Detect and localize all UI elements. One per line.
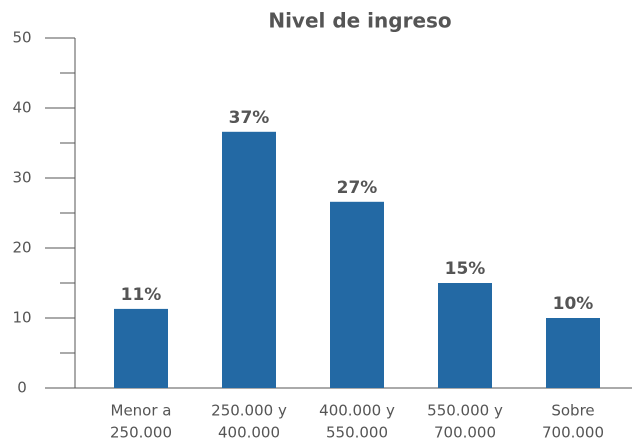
y-tick-label: 40 <box>12 99 31 117</box>
bar <box>438 283 492 388</box>
x-tick-label: 550.000 y <box>427 402 503 420</box>
bar <box>330 201 384 388</box>
y-tick-label: 50 <box>12 29 31 47</box>
x-tick-label: 250.000 <box>110 424 172 442</box>
bar <box>222 131 276 389</box>
y-tick-label: 30 <box>12 169 31 187</box>
y-tick-label: 20 <box>12 239 31 257</box>
bar <box>546 318 600 388</box>
x-tick-label: 400.000 y <box>319 402 395 420</box>
bar <box>114 308 168 388</box>
y-tick-label: 10 <box>12 309 31 327</box>
value-label: 10% <box>553 294 594 314</box>
x-tick-label: Menor a <box>111 402 172 420</box>
x-tick-label: 400.000 <box>218 424 280 442</box>
chart-title: Nivel de ingreso <box>268 9 451 33</box>
x-tick-label: 700.000 <box>542 424 604 442</box>
x-tick-label: 550.000 <box>326 424 388 442</box>
y-tick-label: 0 <box>17 379 27 397</box>
x-tick-label: 250.000 y <box>211 402 287 420</box>
value-label: 11% <box>121 285 162 305</box>
x-tick-label: Sobre <box>551 402 594 420</box>
value-label: 37% <box>229 108 270 128</box>
value-label: 27% <box>337 178 378 198</box>
x-tick-label: 700.000 <box>434 424 496 442</box>
value-label: 15% <box>445 259 486 279</box>
